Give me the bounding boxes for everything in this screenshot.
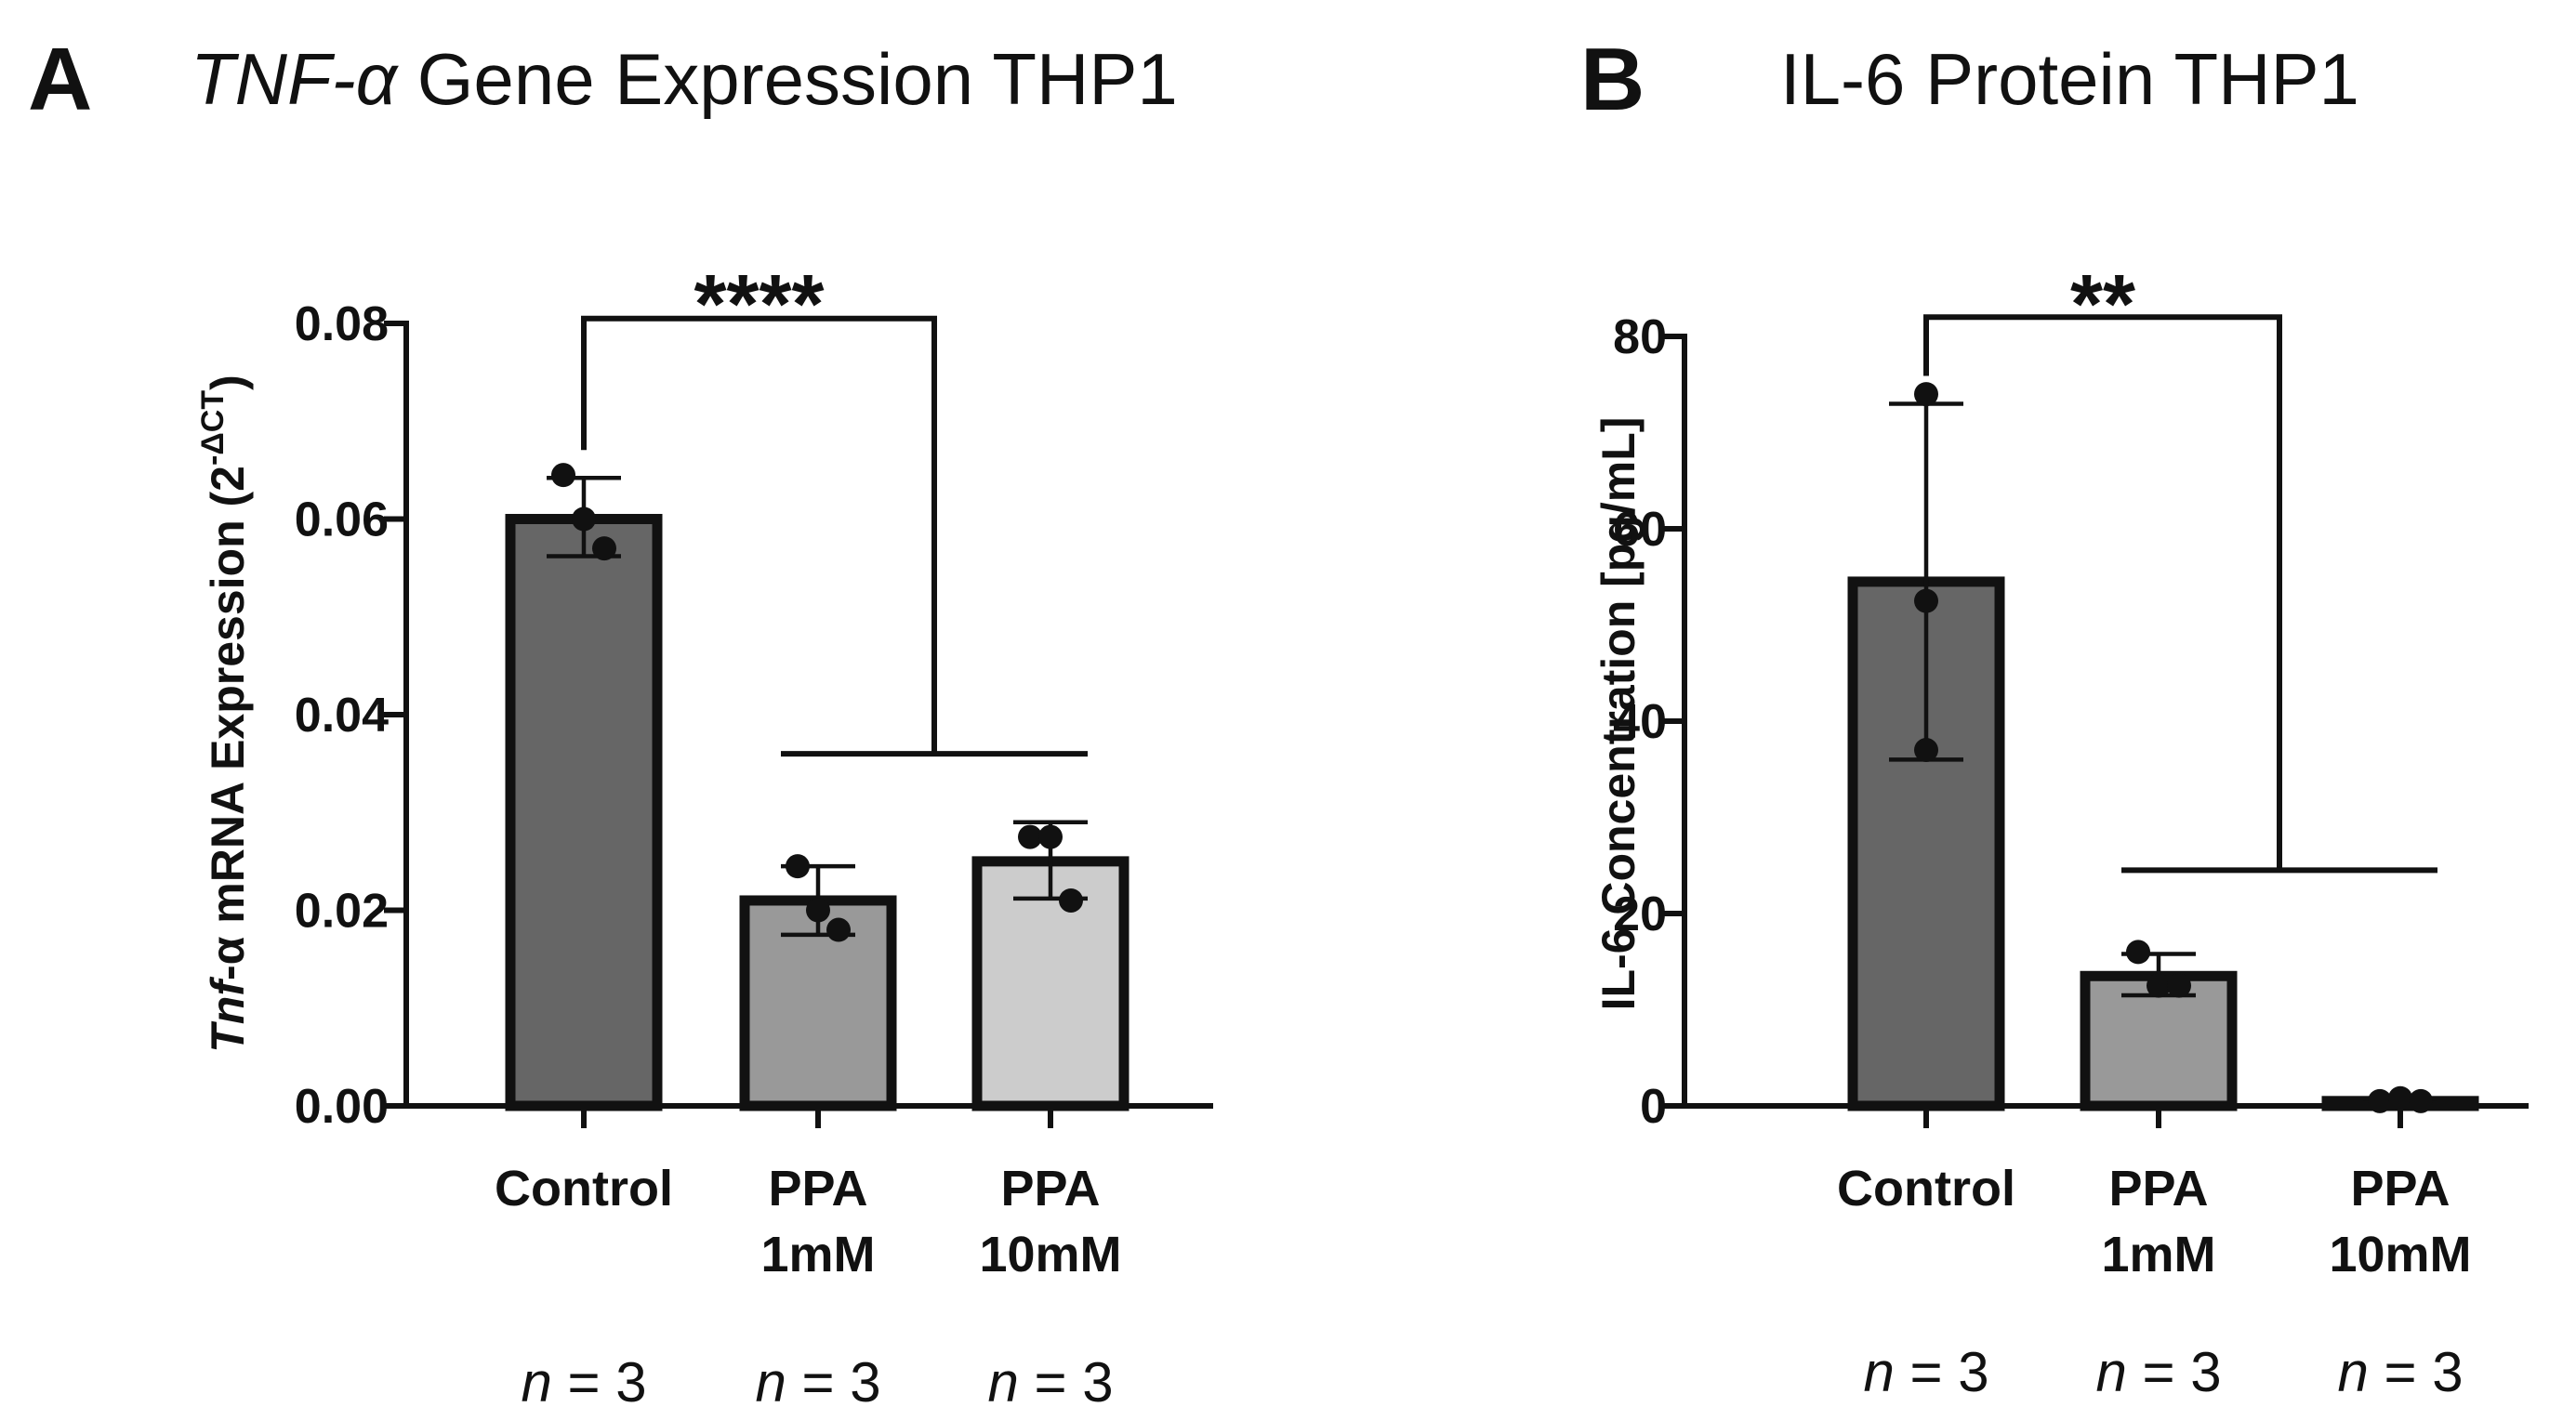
chart-title-italic: TNF-α — [191, 38, 400, 120]
y-axis-label-text: -α mRNA Expression (2 — [202, 466, 254, 980]
category-label-line2: 1mM — [760, 1227, 875, 1282]
sample-size-value: = 3 — [2127, 1341, 2222, 1403]
data-point — [1018, 824, 1042, 849]
panel-b: B IL-6 Protein THP1 IL-6 Concentration [pg… — [1580, 30, 2529, 1403]
data-point — [2126, 940, 2150, 965]
category-label-line2: 1mM — [2101, 1227, 2215, 1282]
category-label: PPA — [1000, 1161, 1100, 1216]
sample-size-value: = 3 — [2369, 1341, 2464, 1403]
category-label: PPA — [768, 1161, 867, 1216]
chart-title-text: Gene Expression THP1 — [397, 38, 1178, 120]
bar — [505, 514, 663, 1111]
sample-size-n: n — [2337, 1341, 2368, 1403]
panel-a: A TNF-α Gene Expression THP1 Tnf-α mRNA Ex… — [28, 30, 1213, 1413]
category-label: Control — [1837, 1161, 2015, 1216]
sample-size-label: n = 3 — [987, 1351, 1113, 1413]
sample-size-label: n = 3 — [2095, 1341, 2221, 1403]
data-point — [2368, 1088, 2392, 1113]
category-label: PPA — [2108, 1161, 2208, 1216]
y-tick-label: 0.02 — [295, 885, 389, 939]
data-point — [2167, 973, 2191, 998]
sample-size-n: n — [755, 1351, 786, 1413]
y-axis-label-end: ) — [202, 375, 254, 390]
data-point — [2409, 1088, 2433, 1113]
y-axis-label-italic: Tnf — [202, 977, 254, 1053]
y-axis-label-text: IL-6 Concentration [pg/mL] — [1592, 417, 1645, 1011]
y-axis-label: IL-6 Concentration [pg/mL] — [1592, 417, 1645, 1011]
data-point — [1059, 888, 1083, 913]
category-label: Control — [495, 1161, 673, 1216]
y-tick-label: 20 — [1613, 888, 1667, 941]
data-point — [1914, 382, 1938, 407]
panel-letter: A — [28, 30, 92, 129]
category-label: PPA — [2350, 1161, 2450, 1216]
y-tick-label: 0.04 — [295, 689, 389, 743]
y-tick-label: 0.08 — [295, 297, 389, 351]
data-point — [786, 854, 810, 879]
y-tick-label: 40 — [1613, 695, 1667, 749]
sample-size-n: n — [521, 1351, 551, 1413]
significance-bracket — [581, 315, 937, 755]
data-point — [1914, 738, 1938, 763]
y-tick-label: 0 — [1640, 1080, 1667, 1134]
sample-size-label: n = 3 — [521, 1351, 646, 1413]
y-tick-label: 60 — [1613, 503, 1667, 557]
significance-bracket — [1923, 314, 2282, 871]
data-point — [1914, 588, 1938, 613]
y-axis-label: Tnf-α mRNA Expression (2-ΔCT) — [195, 375, 254, 1053]
data-point — [2147, 973, 2171, 998]
sample-size-value: = 3 — [786, 1351, 881, 1413]
data-point — [1038, 824, 1063, 849]
category-label-line2: 10mM — [2329, 1227, 2471, 1282]
category-label-line2: 10mM — [979, 1227, 1121, 1282]
significance-label: **** — [694, 258, 824, 351]
sample-size-label: n = 3 — [2337, 1341, 2463, 1403]
sample-size-value: = 3 — [1019, 1351, 1114, 1413]
significance-label: ** — [2070, 258, 2135, 351]
data-point — [826, 917, 851, 942]
data-point — [572, 506, 596, 532]
sample-size-value: = 3 — [552, 1351, 647, 1413]
chart-title: IL-6 Protein THP1 — [1780, 38, 2359, 120]
sample-size-label: n = 3 — [755, 1351, 880, 1413]
panel-letter: B — [1580, 30, 1645, 129]
y-tick-label: 80 — [1613, 310, 1667, 364]
chart-title-text: IL-6 Protein THP1 — [1780, 38, 2359, 120]
sample-size-n: n — [987, 1351, 1018, 1413]
sample-size-label: n = 3 — [1863, 1341, 1988, 1403]
data-point — [806, 898, 830, 923]
y-tick-label: 0.06 — [295, 493, 389, 547]
y-axis-label-superscript: -ΔCT — [195, 390, 231, 466]
sample-size-value: = 3 — [1895, 1341, 1989, 1403]
data-point — [592, 536, 616, 561]
data-point — [551, 463, 575, 488]
chart-title: TNF-α Gene Expression THP1 — [191, 38, 1178, 120]
sample-size-n: n — [1863, 1341, 1894, 1403]
y-tick-label: 0.00 — [295, 1080, 389, 1134]
sample-size-n: n — [2095, 1341, 2126, 1403]
